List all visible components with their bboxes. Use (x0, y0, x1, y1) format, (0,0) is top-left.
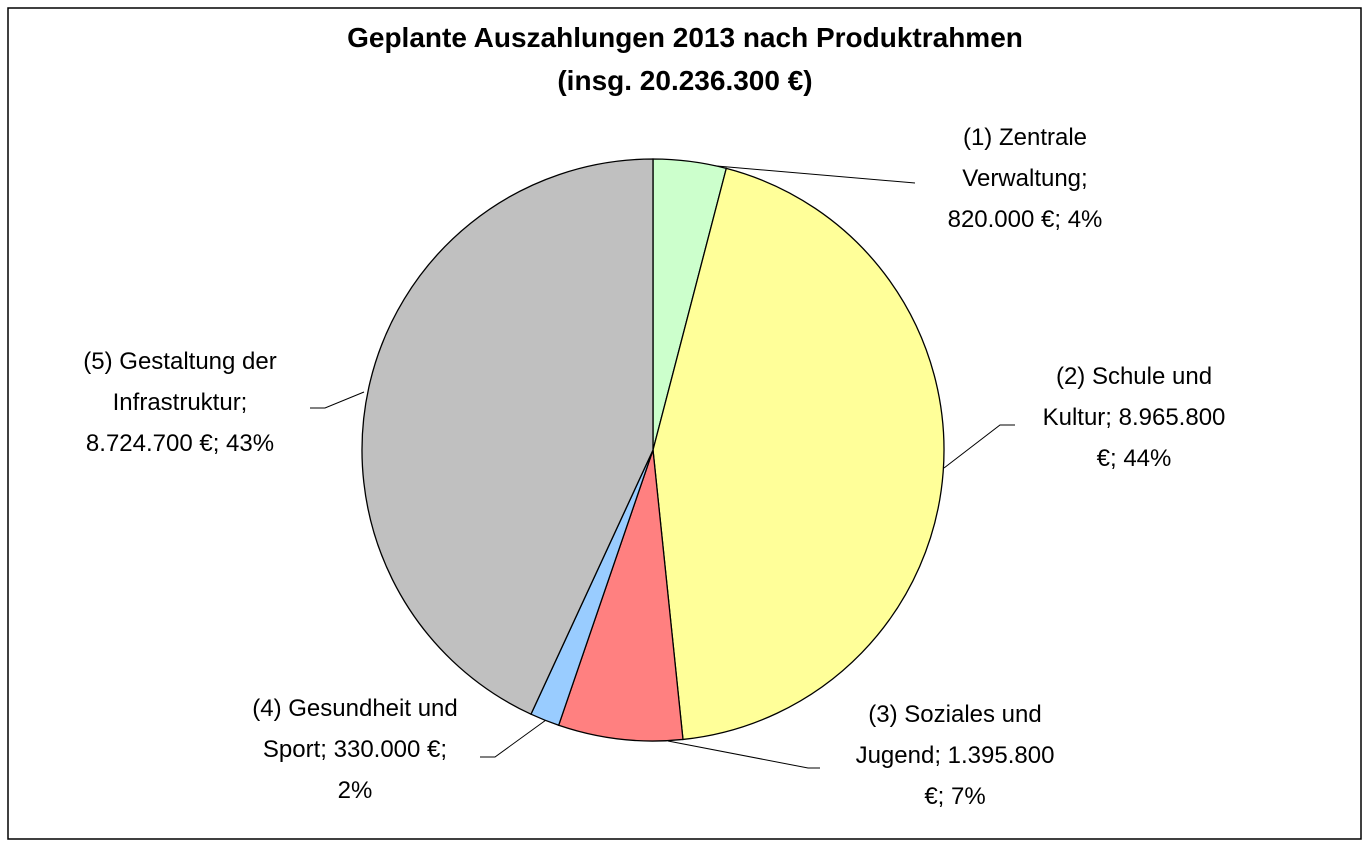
data-label: 2% (338, 777, 373, 804)
data-label: 8.724.700 €; 43% (86, 430, 274, 457)
data-label: Verwaltung; (962, 165, 1087, 192)
pie-slice (361, 158, 654, 716)
data-label: Sport; 330.000 €; (263, 736, 447, 763)
chart-title: Geplante Auszahlungen 2013 nach Produktr… (347, 22, 1023, 53)
data-label: (3) Soziales und (868, 701, 1041, 728)
data-label: Kultur; 8.965.800 (1043, 404, 1226, 431)
leader-line (480, 719, 547, 758)
leader-line (310, 391, 365, 409)
leader-line (943, 424, 1015, 469)
data-label: (2) Schule und (1056, 363, 1212, 390)
pie-slice (652, 167, 945, 741)
leader-line (681, 162, 916, 184)
data-label: (4) Gesundheit und (252, 695, 457, 722)
data-label: 820.000 €; 4% (948, 206, 1103, 233)
data-label: €; 44% (1097, 445, 1172, 472)
data-label: (5) Gestaltung der (83, 348, 276, 375)
data-label: Infrastruktur; (113, 389, 248, 416)
pie-slice (557, 449, 684, 742)
data-label: (1) Zentrale (963, 124, 1087, 151)
data-label: Jugend; 1.395.800 (856, 742, 1055, 769)
chart-title: (insg. 20.236.300 €) (557, 65, 812, 96)
data-labels: (1) Zentrale Verwaltung; 820.000 €; 4% (2) … (83, 124, 1225, 810)
leader-line (667, 740, 820, 769)
pie (361, 158, 945, 742)
leader-lines (310, 162, 1015, 769)
data-label: €; 7% (924, 783, 985, 810)
